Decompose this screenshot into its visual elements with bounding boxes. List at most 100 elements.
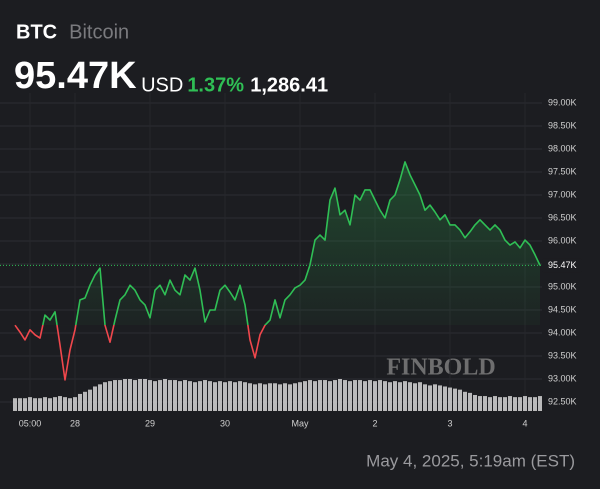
volume-bar: [448, 387, 452, 411]
volume-bar: [58, 396, 62, 411]
volume-bar: [328, 381, 332, 411]
volume-bar: [533, 397, 537, 411]
volume-bar: [318, 380, 322, 411]
y-tick-label: 93.00K: [548, 373, 577, 383]
y-tick-label: 98.50K: [548, 120, 577, 130]
volume-bar: [148, 380, 152, 411]
volume-bar: [483, 396, 487, 411]
volume-bar: [388, 382, 392, 411]
volume-bar: [108, 381, 112, 411]
volume-bar: [308, 380, 312, 411]
y-tick-label: 92.50K: [548, 396, 577, 406]
volume-bar: [188, 381, 192, 411]
price-line: [14, 161, 541, 381]
volume-bar: [513, 397, 517, 411]
volume-bar: [168, 380, 172, 411]
volume-bar: [278, 384, 282, 411]
volume-bar: [258, 383, 262, 411]
x-tick-label: May: [291, 418, 309, 428]
volume-bar: [408, 382, 412, 411]
volume-bar: [63, 397, 67, 411]
y-tick-label: 98.00K: [548, 143, 577, 153]
volume-bar: [313, 381, 317, 411]
volume-bar: [498, 397, 502, 411]
volume-bar: [33, 398, 37, 411]
volume-bar: [128, 379, 132, 411]
volume-bar: [298, 382, 302, 411]
volume-bar: [48, 398, 52, 411]
volume-bar: [213, 382, 217, 411]
volume-bar: [413, 383, 417, 411]
volume-bar: [183, 380, 187, 411]
volume-bar: [428, 385, 432, 411]
volume-bar: [358, 380, 362, 411]
volume-bar: [443, 386, 447, 411]
x-tick-label: 2: [372, 418, 377, 428]
volume-bar: [253, 384, 257, 411]
volume-bar: [283, 383, 287, 411]
volume-bar: [383, 381, 387, 411]
x-tick-label: 3: [447, 418, 452, 428]
volume-bar: [423, 384, 427, 411]
x-tick-label: 05:00: [19, 418, 42, 428]
volume-bar: [473, 395, 477, 411]
volume-bar: [453, 388, 457, 411]
volume-bar: [373, 381, 377, 411]
x-tick-label: 30: [220, 418, 230, 428]
volume-bar: [68, 398, 72, 411]
price: 95.47K: [14, 55, 137, 97]
volume-bar: [193, 382, 197, 411]
volume-bar: [133, 380, 137, 411]
volume-bar: [123, 379, 127, 411]
volume-bar: [98, 384, 102, 411]
volume-bar: [208, 381, 212, 411]
volume-bar: [78, 393, 82, 411]
last-price-tag: [542, 258, 582, 273]
volume-bar: [53, 397, 57, 411]
volume-bar: [218, 381, 222, 411]
volume-bar: [18, 398, 22, 411]
volume-bar: [73, 397, 77, 411]
x-tick-label: 28: [70, 418, 80, 428]
symbol: BTC: [16, 21, 57, 43]
y-tick-label: 97.50K: [548, 166, 577, 176]
volume-bar: [398, 382, 402, 411]
volume-bar: [113, 380, 117, 411]
volume-bar: [268, 383, 272, 411]
volume-bar: [198, 381, 202, 411]
volume-bar: [153, 381, 157, 411]
volume-bar: [263, 384, 267, 411]
volume-bar: [293, 383, 297, 411]
volume-bar: [488, 397, 492, 411]
volume-bar: [238, 381, 242, 411]
volume-bar: [158, 380, 162, 411]
volume-bar: [458, 389, 462, 411]
volume-bar: [348, 381, 352, 411]
volume-bar: [138, 379, 142, 411]
volume-bar: [403, 381, 407, 411]
volume-bar: [463, 391, 467, 411]
y-tick-label: 97.00K: [548, 189, 577, 199]
volume-bar: [223, 382, 227, 411]
volume-bar: [393, 381, 397, 411]
volume-bar: [163, 379, 167, 411]
change: 1,286.41: [250, 74, 328, 96]
area: [42, 161, 540, 326]
y-tick-label: 93.50K: [548, 350, 577, 360]
header: BTC Bitcoin 95.47K USD 1.37% 1,286.41: [14, 21, 328, 97]
volume-bar: [288, 384, 292, 411]
volume-bar: [538, 396, 542, 411]
currency: USD: [141, 74, 183, 96]
volume-bar: [478, 396, 482, 411]
volume-bar: [378, 380, 382, 411]
volume-bar: [243, 382, 247, 411]
volume-bar: [43, 397, 47, 411]
volume-bar: [28, 397, 32, 411]
x-tick-label: 29: [145, 418, 155, 428]
watermark: FINBOLD: [386, 355, 495, 381]
volume-bar: [118, 380, 122, 411]
volume-bar: [273, 383, 277, 411]
volume-bar: [503, 397, 507, 411]
